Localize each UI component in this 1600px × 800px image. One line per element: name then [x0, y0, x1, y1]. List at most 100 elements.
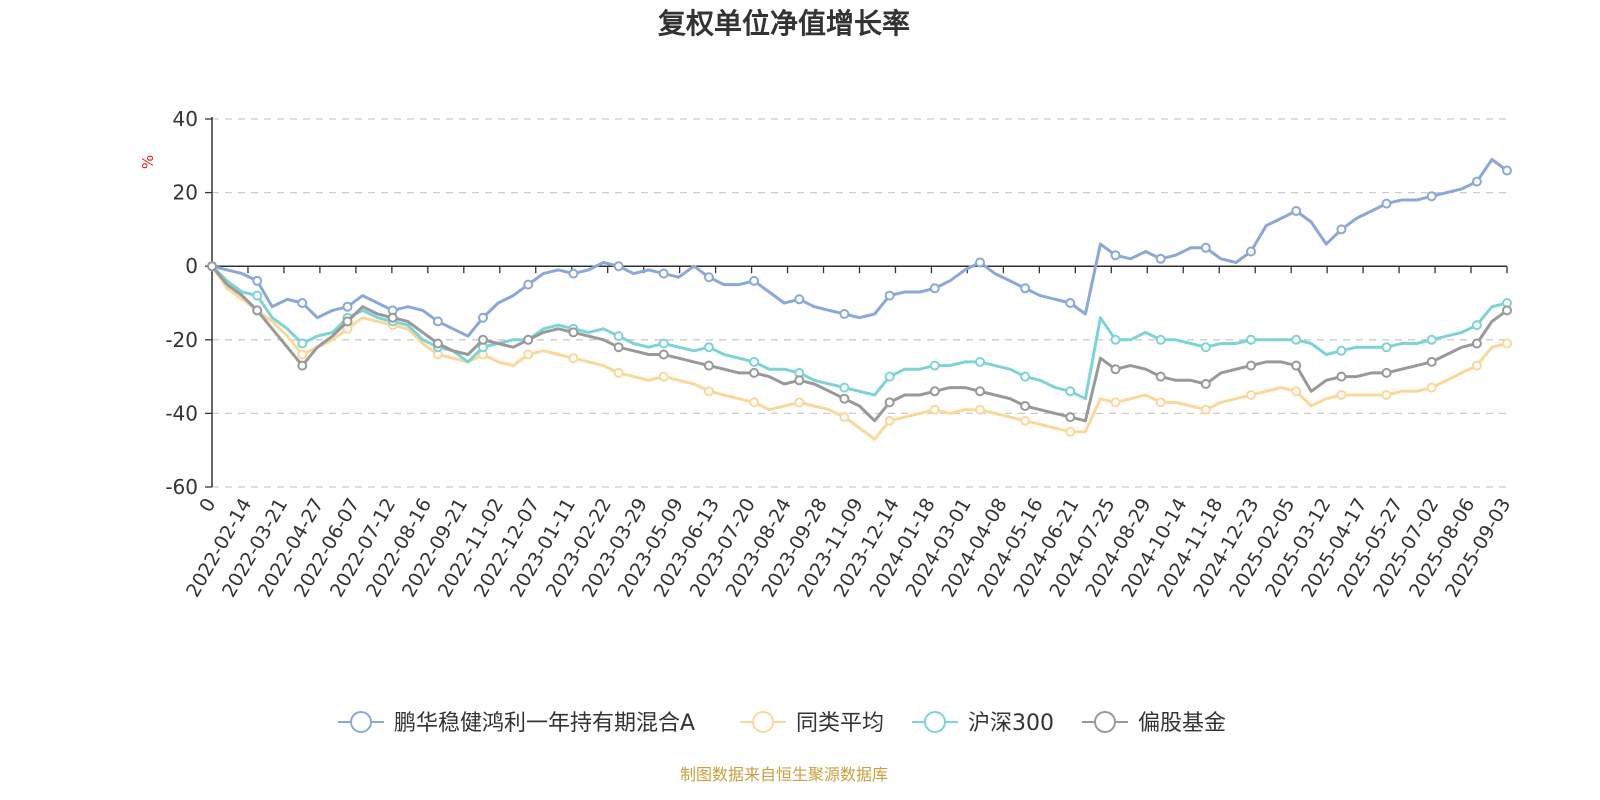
data-point [252, 290, 263, 301]
series-1 [207, 261, 1512, 441]
data-point [1155, 253, 1166, 264]
y-tick-label: -20 [165, 328, 198, 352]
data-point [1502, 338, 1512, 349]
data-point [1336, 345, 1347, 356]
data-point [839, 393, 850, 404]
data-point [749, 397, 760, 408]
legend-label: 偏股基金 [1138, 711, 1226, 736]
data-point [387, 312, 398, 323]
data-point [1336, 224, 1347, 235]
data-point [1020, 401, 1031, 411]
legend-item[interactable]: 同类平均 [740, 711, 884, 736]
data-point [749, 367, 760, 378]
data-point [658, 349, 669, 360]
data-point [1065, 412, 1076, 423]
y-axis-unit: % [139, 155, 157, 169]
data-point [1110, 397, 1121, 408]
series-line [211, 158, 1508, 338]
data-point [1426, 382, 1437, 393]
data-point [1020, 371, 1031, 382]
data-point [613, 261, 624, 272]
data-point [523, 279, 534, 290]
data-point [478, 334, 488, 345]
data-point [1502, 165, 1512, 176]
data-point [568, 268, 579, 279]
data-point [703, 272, 714, 283]
legend-item[interactable]: 沪深300 [912, 711, 1054, 736]
data-point [703, 342, 714, 353]
data-point [703, 386, 714, 397]
data-point [975, 404, 985, 415]
data-point [1291, 206, 1302, 216]
data-point [1020, 415, 1031, 426]
data-point [1336, 371, 1347, 382]
data-point [794, 375, 805, 386]
data-point [1155, 371, 1166, 382]
data-point [884, 397, 895, 408]
data-point [658, 338, 669, 349]
data-point [523, 349, 534, 360]
data-point [1502, 305, 1512, 316]
data-point [1020, 283, 1031, 294]
legend-item[interactable]: 鹏华稳健鸿利一年持有期混合A [338, 711, 695, 736]
data-point [1291, 360, 1302, 371]
y-tick-label: -40 [165, 401, 198, 425]
data-point [1246, 360, 1256, 371]
data-point [1246, 390, 1256, 400]
data-point [1471, 338, 1482, 349]
series-2 [207, 261, 1512, 401]
legend[interactable]: 鹏华稳健鸿利一年持有期混合A 同类平均 沪深300 偏股基金 [338, 711, 1226, 736]
y-tick-label: -60 [165, 475, 198, 499]
series-line [210, 265, 1508, 401]
data-point [252, 305, 263, 316]
series-line [210, 265, 1508, 441]
data-point [297, 360, 308, 371]
data-point [839, 309, 850, 319]
data-point [1200, 404, 1211, 415]
data-point [613, 367, 624, 378]
data-point [1155, 334, 1166, 345]
data-point [1471, 360, 1482, 371]
data-point [929, 360, 940, 371]
data-point [1065, 426, 1076, 437]
data-point [478, 312, 488, 323]
data-point [1110, 250, 1121, 261]
data-point [1291, 386, 1302, 397]
y-axis: 40 20 0 -20 -40 -60 [165, 107, 213, 499]
data-point [839, 382, 850, 393]
data-point [749, 356, 760, 367]
data-point [929, 404, 940, 415]
data-point [1471, 320, 1482, 331]
x-tick-label: 0 [195, 495, 220, 516]
y-tick-label: 20 [173, 181, 198, 205]
data-point [1471, 176, 1482, 187]
chart-title: 复权单位净值增长率 [658, 7, 910, 40]
data-point [207, 261, 217, 272]
legend-label: 鹏华稳健鸿利一年持有期混合A [394, 711, 695, 736]
legend-marker [1094, 711, 1116, 733]
series-line [210, 265, 1508, 423]
data-point [568, 327, 579, 338]
data-point [975, 356, 985, 367]
data-point [975, 386, 985, 397]
data-point [929, 386, 940, 397]
data-point [1246, 246, 1256, 257]
data-point [703, 360, 714, 371]
legend-item[interactable]: 偏股基金 [1082, 711, 1226, 736]
source-note: 制图数据来自恒生聚源数据库 [680, 765, 888, 784]
data-point [297, 349, 308, 360]
data-point [884, 371, 895, 382]
legend-label: 同类平均 [796, 711, 884, 736]
y-tick-label: 40 [173, 107, 198, 131]
data-point [975, 257, 985, 268]
data-point [1110, 334, 1121, 345]
legend-marker [924, 711, 946, 733]
data-point [794, 397, 805, 408]
data-point [794, 294, 805, 305]
grid-lines [212, 118, 1507, 488]
data-point [1381, 390, 1392, 400]
data-point [432, 338, 443, 349]
data-point [1381, 342, 1392, 353]
data-point [749, 275, 760, 286]
